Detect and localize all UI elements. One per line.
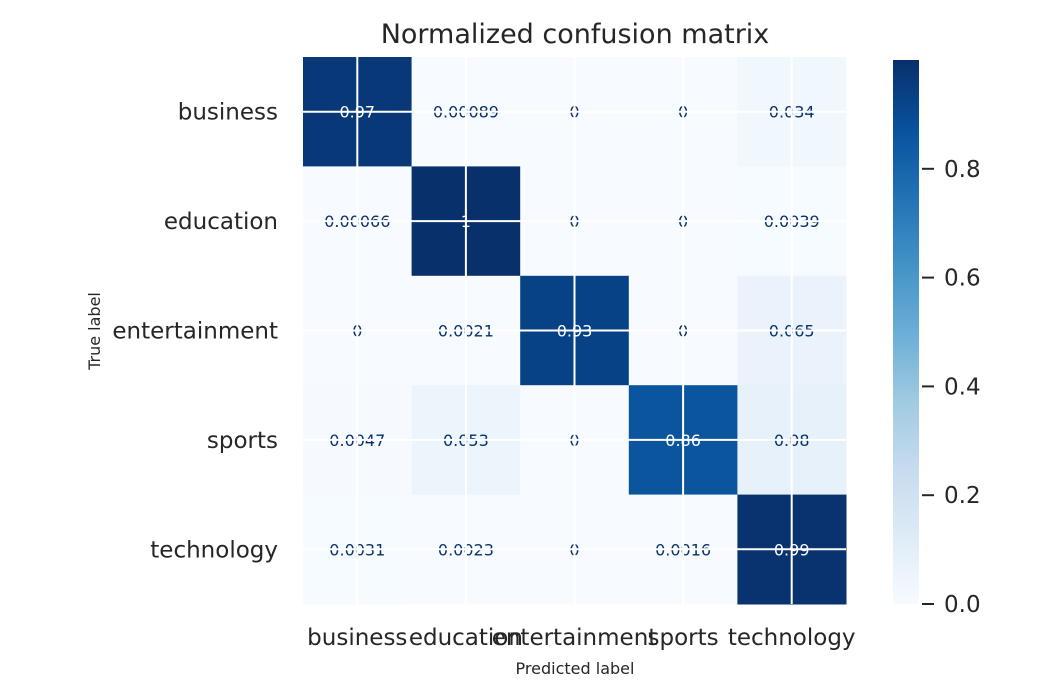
colorbar-tick-label: 0.0 (944, 592, 981, 618)
colorbar-tick-label: 0.8 (944, 157, 981, 183)
y-axis-label: True label (85, 292, 104, 371)
x-tick-label: education (409, 625, 523, 651)
colorbar-tick-label: 0.4 (944, 374, 981, 400)
colorbar-tick-label: 0.2 (944, 483, 981, 509)
y-tick-label: education (164, 209, 278, 235)
x-tick-label: entertainment (492, 625, 658, 651)
chart-title: Normalized confusion matrix (381, 19, 770, 50)
colorbar (893, 60, 919, 604)
y-tick-label: entertainment (112, 319, 278, 345)
y-tick-labels: business education entertainment sports tech… (112, 100, 278, 564)
y-tick-label: sports (207, 428, 278, 454)
y-tick-label: technology (150, 537, 278, 563)
x-tick-label: business (307, 625, 407, 651)
x-axis-label: Predicted label (516, 659, 635, 678)
colorbar-ticks: 0.0 0.2 0.4 0.6 0.8 (922, 157, 981, 618)
x-tick-label: technology (728, 625, 856, 651)
colorbar-tick-label: 0.6 (944, 266, 981, 292)
grid-lines (303, 57, 846, 604)
y-tick-label: business (178, 100, 278, 126)
x-tick-label: sports (648, 625, 719, 651)
